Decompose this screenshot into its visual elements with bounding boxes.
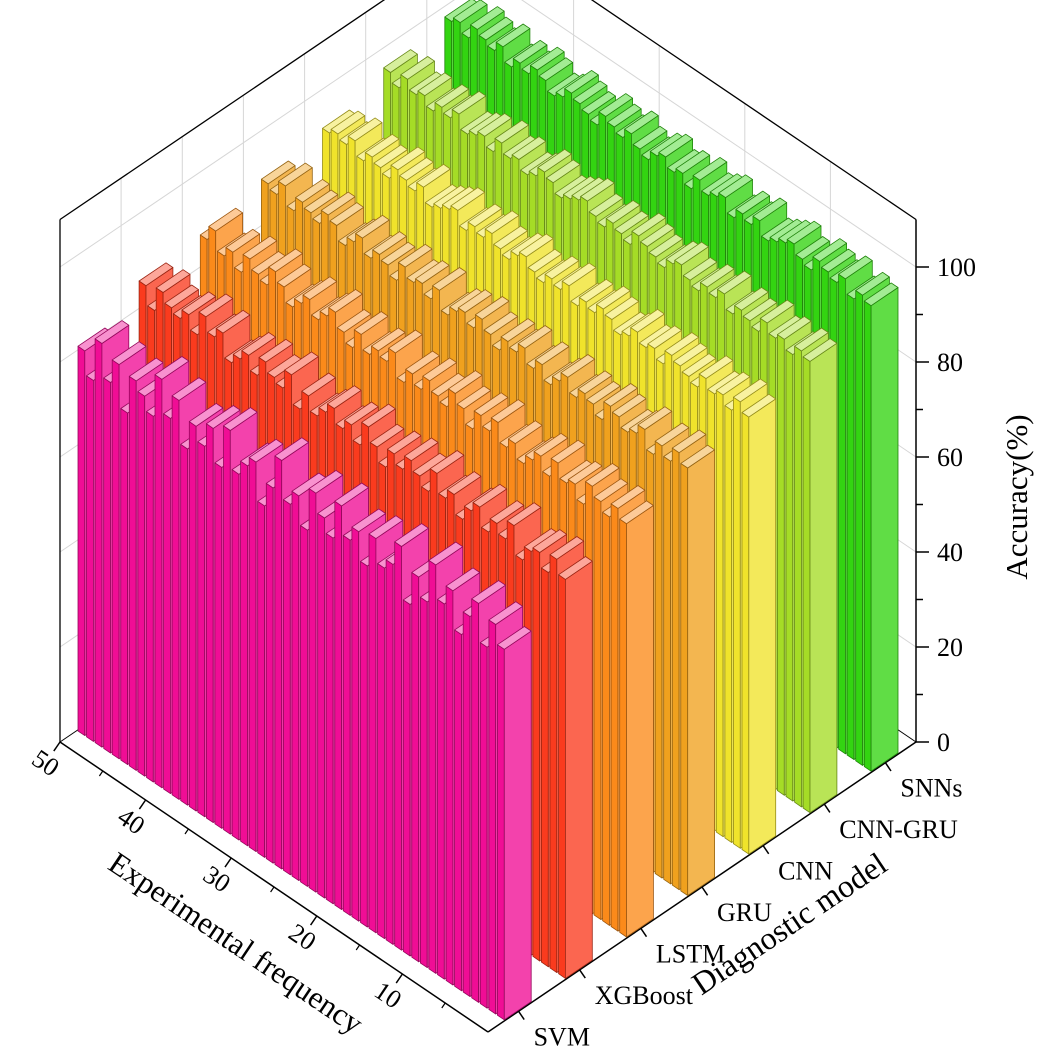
svg-text:Accuracy(%): Accuracy(%) xyxy=(999,414,1034,579)
svg-text:0: 0 xyxy=(937,728,950,757)
svg-text:20: 20 xyxy=(937,633,963,662)
svg-text:CNN-GRU: CNN-GRU xyxy=(839,815,958,844)
svg-text:80: 80 xyxy=(937,348,963,377)
svg-text:CNN: CNN xyxy=(778,857,833,886)
svg-text:100: 100 xyxy=(937,253,976,282)
svg-text:40: 40 xyxy=(937,538,963,567)
bar-row-SVM xyxy=(77,320,532,1021)
svg-text:SNNs: SNNs xyxy=(900,774,962,803)
bars-layer xyxy=(77,0,899,1021)
svg-text:GRU: GRU xyxy=(717,898,772,927)
svg-text:60: 60 xyxy=(937,443,963,472)
svg-text:LSTM: LSTM xyxy=(656,939,725,968)
svg-text:XGBoost: XGBoost xyxy=(595,981,694,1010)
svg-text:SVM: SVM xyxy=(534,1022,590,1051)
